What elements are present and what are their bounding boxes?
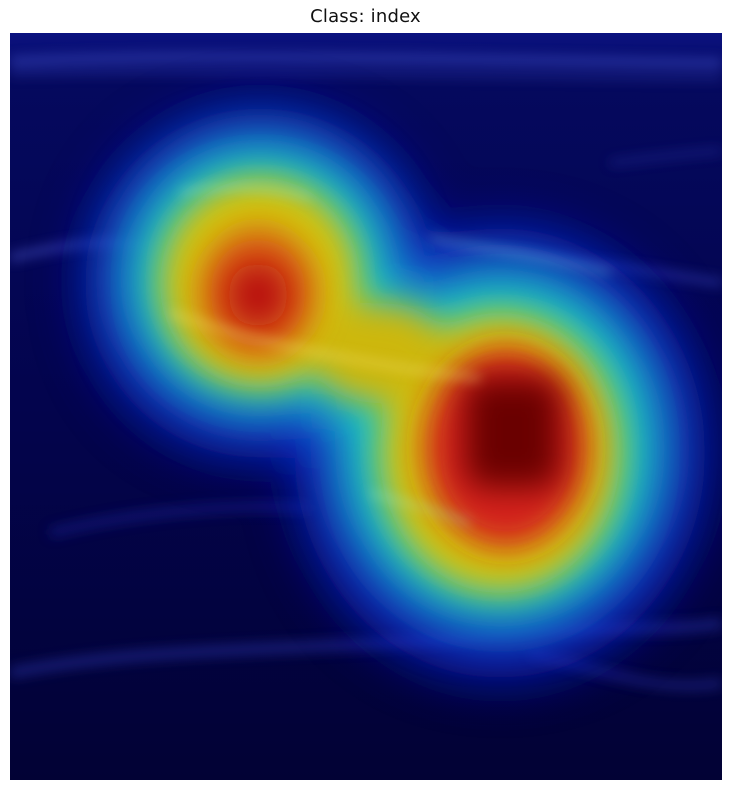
figure-title: Class: index <box>310 6 421 27</box>
tissue-texture <box>10 53 722 690</box>
fiber-streaks <box>169 185 611 525</box>
heat-peak <box>228 263 560 488</box>
grad-cam-overlay <box>10 33 722 780</box>
heatmap-panel <box>10 33 722 780</box>
